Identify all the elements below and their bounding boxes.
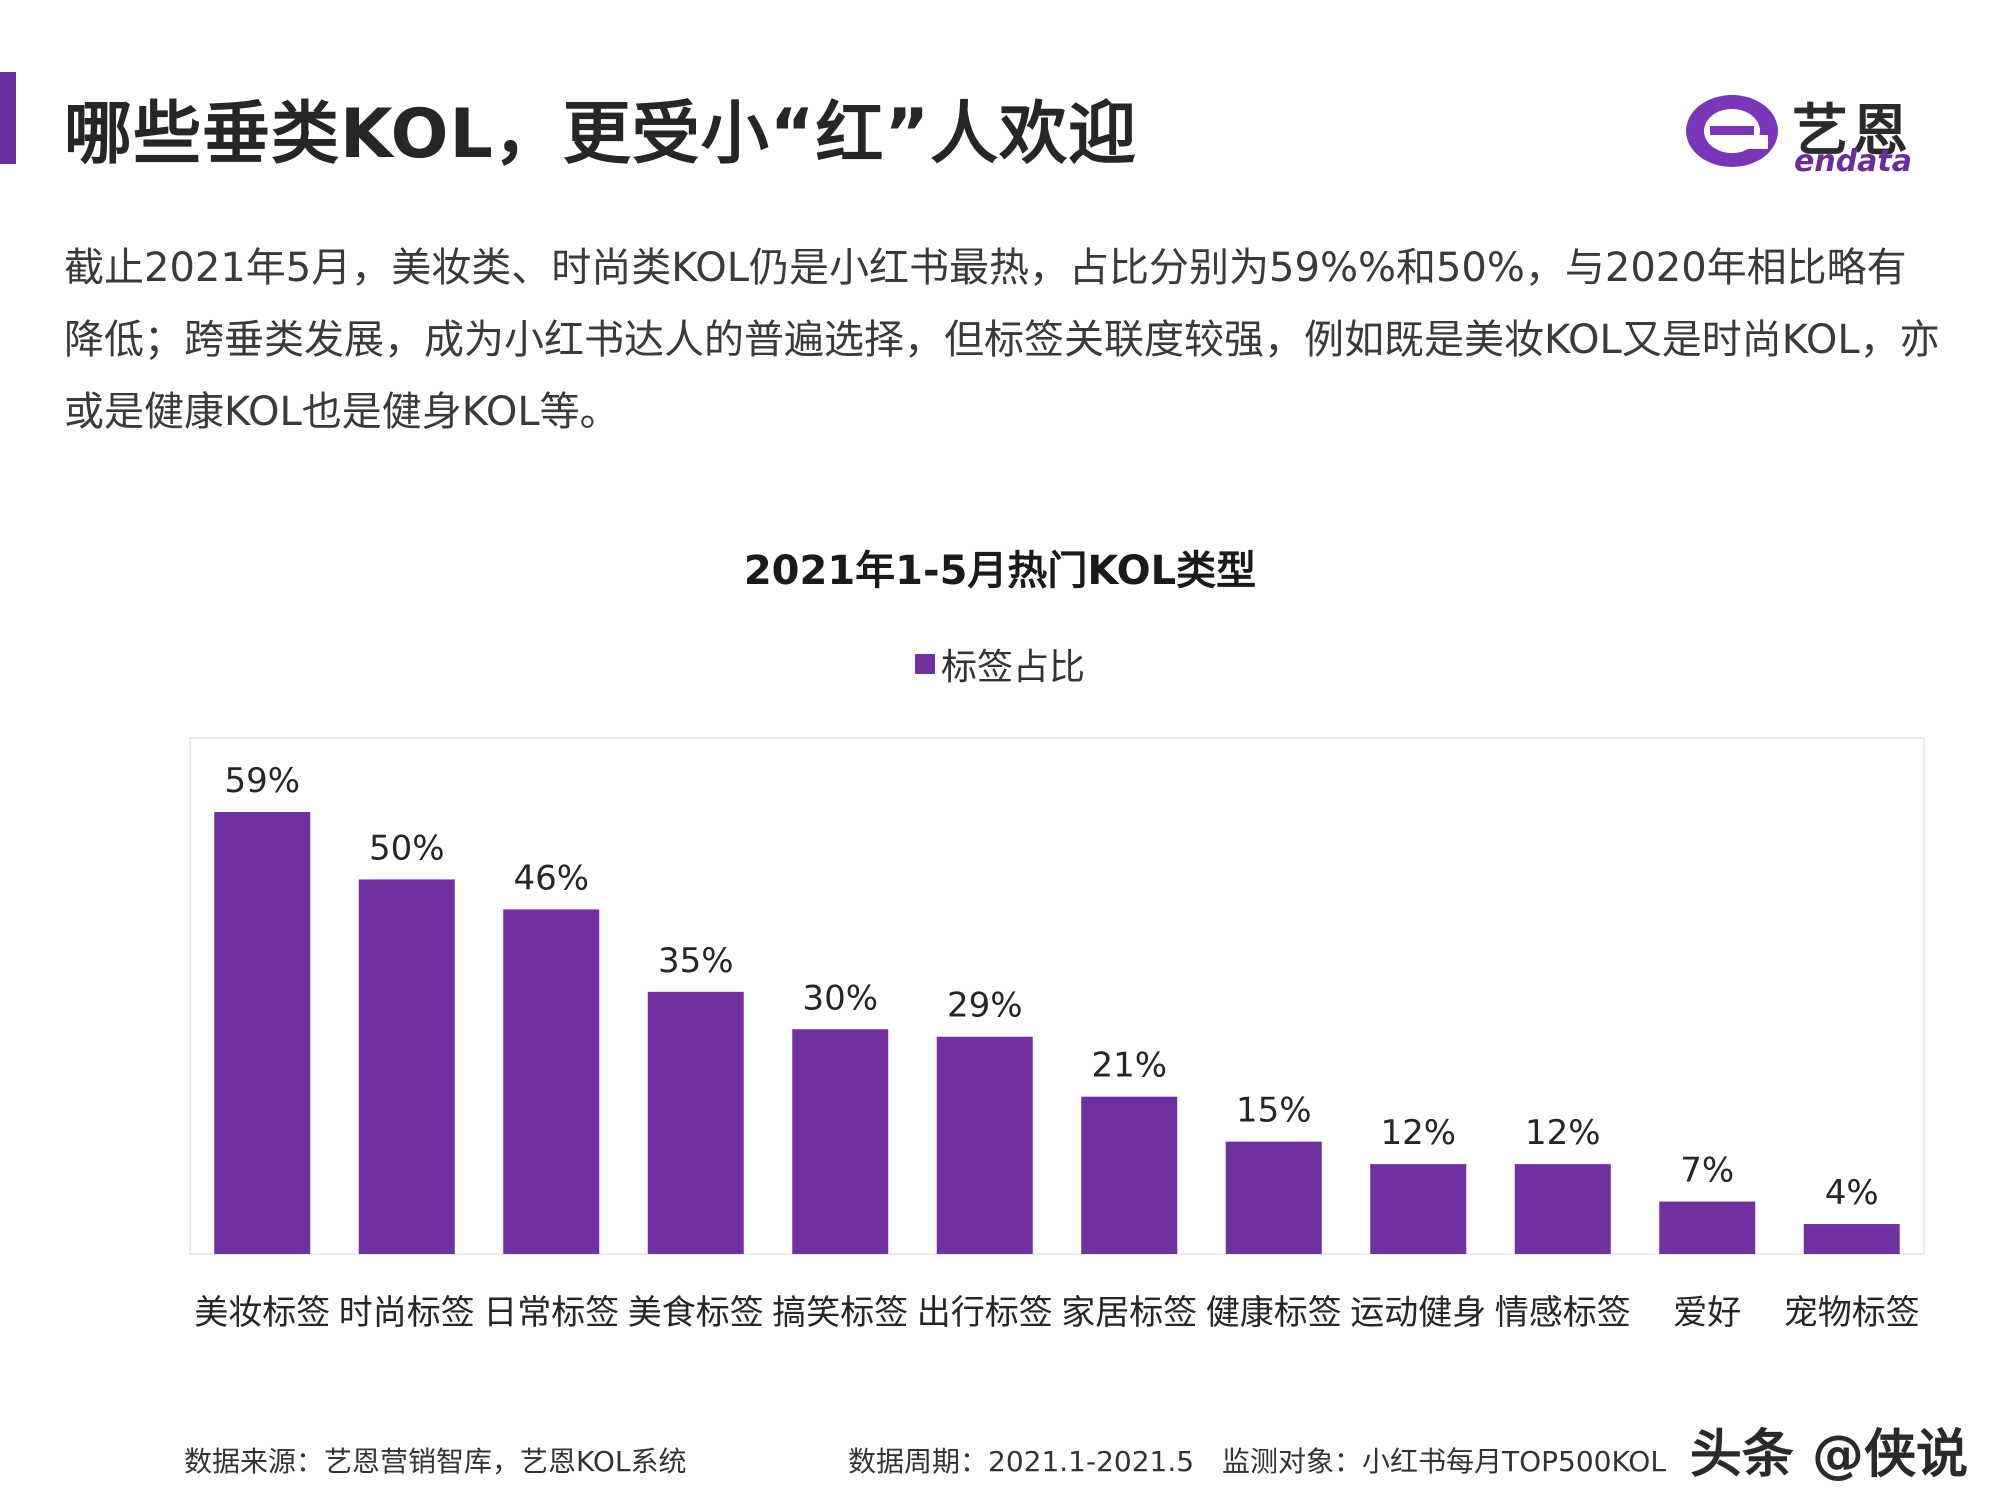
data-label-2: 50% xyxy=(369,828,445,868)
data-label-4: 35% xyxy=(658,941,734,981)
category-label-6: 出行标签 xyxy=(917,1293,1053,1333)
data-label-8: 15% xyxy=(1236,1091,1312,1131)
bar-9 xyxy=(1370,1164,1467,1254)
bar-7 xyxy=(1081,1096,1178,1254)
category-label-5: 搞笑标签 xyxy=(772,1293,908,1333)
page-title: 哪些垂类KOL，更受小“红”人欢迎 xyxy=(64,95,1138,174)
plot-frame xyxy=(189,737,1925,1255)
bar-11 xyxy=(1659,1201,1756,1254)
bar-10 xyxy=(1514,1164,1611,1254)
category-label-7: 家居标签 xyxy=(1061,1293,1197,1333)
data-label-3: 46% xyxy=(513,858,589,898)
legend-label: 标签占比 xyxy=(940,647,1085,688)
data-label-10: 12% xyxy=(1525,1113,1601,1153)
title-accent-bar xyxy=(0,72,16,164)
category-label-4: 美食标签 xyxy=(628,1293,764,1333)
category-label-1: 美妆标签 xyxy=(194,1293,330,1333)
logo-chinese-text: 艺恩 xyxy=(1792,99,1912,164)
endata-logo: 艺恩 endata xyxy=(1684,86,1944,182)
legend-swatch xyxy=(914,654,935,674)
footer-source: 数据来源：艺恩营销智库，艺恩KOL系统 xyxy=(184,1445,687,1478)
endata-logo-mark-icon xyxy=(1686,95,1778,167)
bar-1 xyxy=(214,812,311,1254)
category-label-8: 健康标签 xyxy=(1206,1293,1342,1333)
intro-paragraph: 截止2021年5月，美妆类、时尚类KOL仍是小红书最热，占比分别为59%%和50… xyxy=(64,245,1940,435)
footer-target: 监测对象：小红书每月TOP500KOL xyxy=(1222,1445,1666,1478)
data-label-7: 21% xyxy=(1091,1046,1167,1086)
data-label-5: 30% xyxy=(802,978,878,1018)
logo-english-text: endata xyxy=(1794,144,1913,179)
watermark: 头条 @侠说 xyxy=(1689,1425,1968,1485)
bar-12 xyxy=(1803,1224,1900,1254)
category-label-2: 时尚标签 xyxy=(339,1293,475,1333)
data-label-9: 12% xyxy=(1380,1113,1456,1153)
category-label-12: 宠物标签 xyxy=(1784,1293,1920,1333)
data-label-1: 59% xyxy=(224,761,300,801)
bar-2 xyxy=(358,879,455,1254)
footer-period: 数据周期：2021.1-2021.5 xyxy=(848,1445,1195,1478)
chart-legend: 标签占比 xyxy=(0,638,2000,690)
chart-title: 2021年1-5月热门KOL类型 xyxy=(743,548,1257,594)
bar-4 xyxy=(647,991,744,1254)
data-label-12: 4% xyxy=(1825,1173,1879,1213)
bar-3 xyxy=(503,909,600,1254)
bar-8 xyxy=(1225,1141,1322,1254)
bar-6 xyxy=(936,1036,1033,1254)
category-label-9: 运动健身 xyxy=(1350,1293,1486,1333)
category-label-10: 情感标签 xyxy=(1495,1293,1631,1333)
category-label-3: 日常标签 xyxy=(483,1293,619,1333)
category-label-11: 爱好 xyxy=(1673,1293,1741,1333)
data-label-6: 29% xyxy=(947,986,1023,1026)
bar-5 xyxy=(792,1029,889,1254)
data-label-11: 7% xyxy=(1680,1151,1734,1191)
